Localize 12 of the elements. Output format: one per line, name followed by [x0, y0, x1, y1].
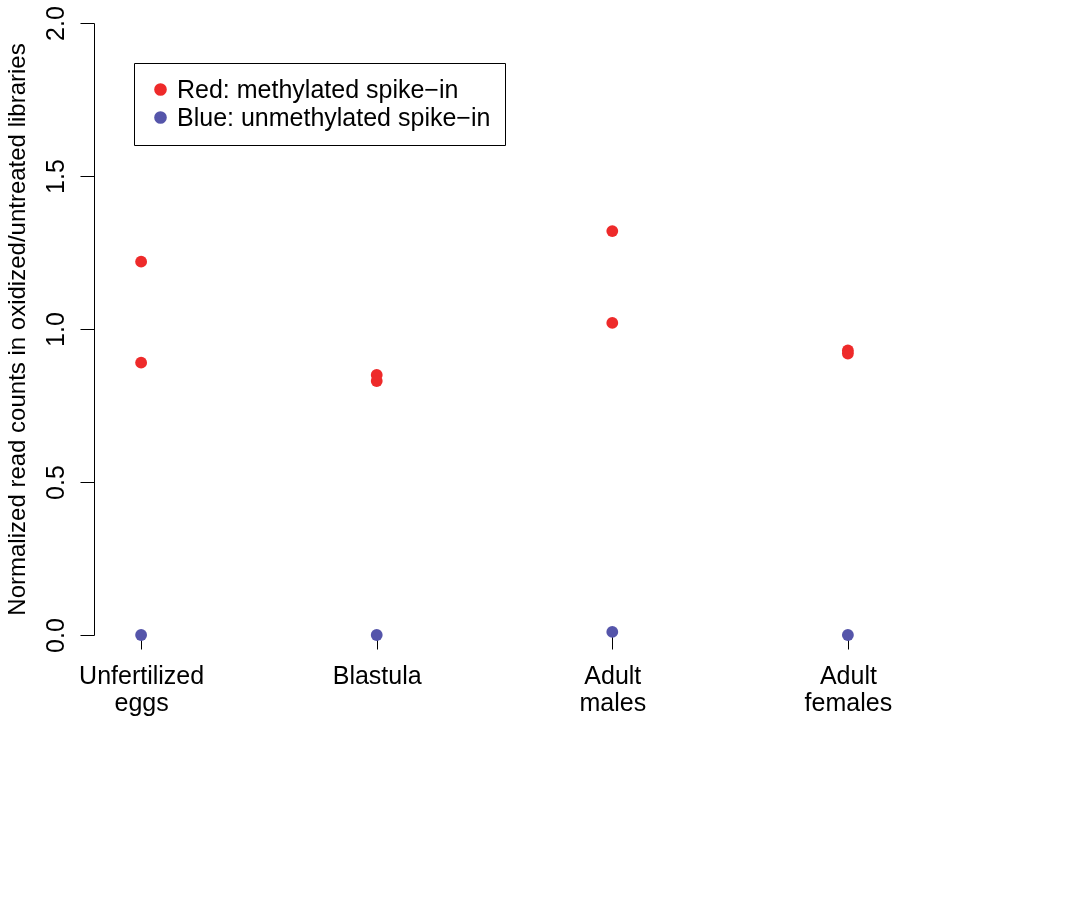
y-tick-label: 2.0 [40, 6, 69, 41]
y-tick-label: 1.0 [40, 312, 69, 347]
y-axis-title: Normalized read counts in oxidized/untreated libraries [2, 43, 30, 616]
x-tick-label: Adult males [579, 660, 647, 716]
y-tick-label: 0.0 [40, 618, 69, 653]
y-tick-label: 0.5 [40, 465, 69, 500]
y-tick-label: 1.5 [40, 159, 69, 194]
legend-label: Blue: unmethylated spike−in [177, 102, 491, 131]
x-tick-label: Blastula [332, 660, 422, 689]
x-tick-label: Unfertilized eggs [79, 660, 205, 716]
x-tick-label: Adult females [804, 660, 893, 716]
legend-label: Red: methylated spike−in [177, 74, 459, 103]
